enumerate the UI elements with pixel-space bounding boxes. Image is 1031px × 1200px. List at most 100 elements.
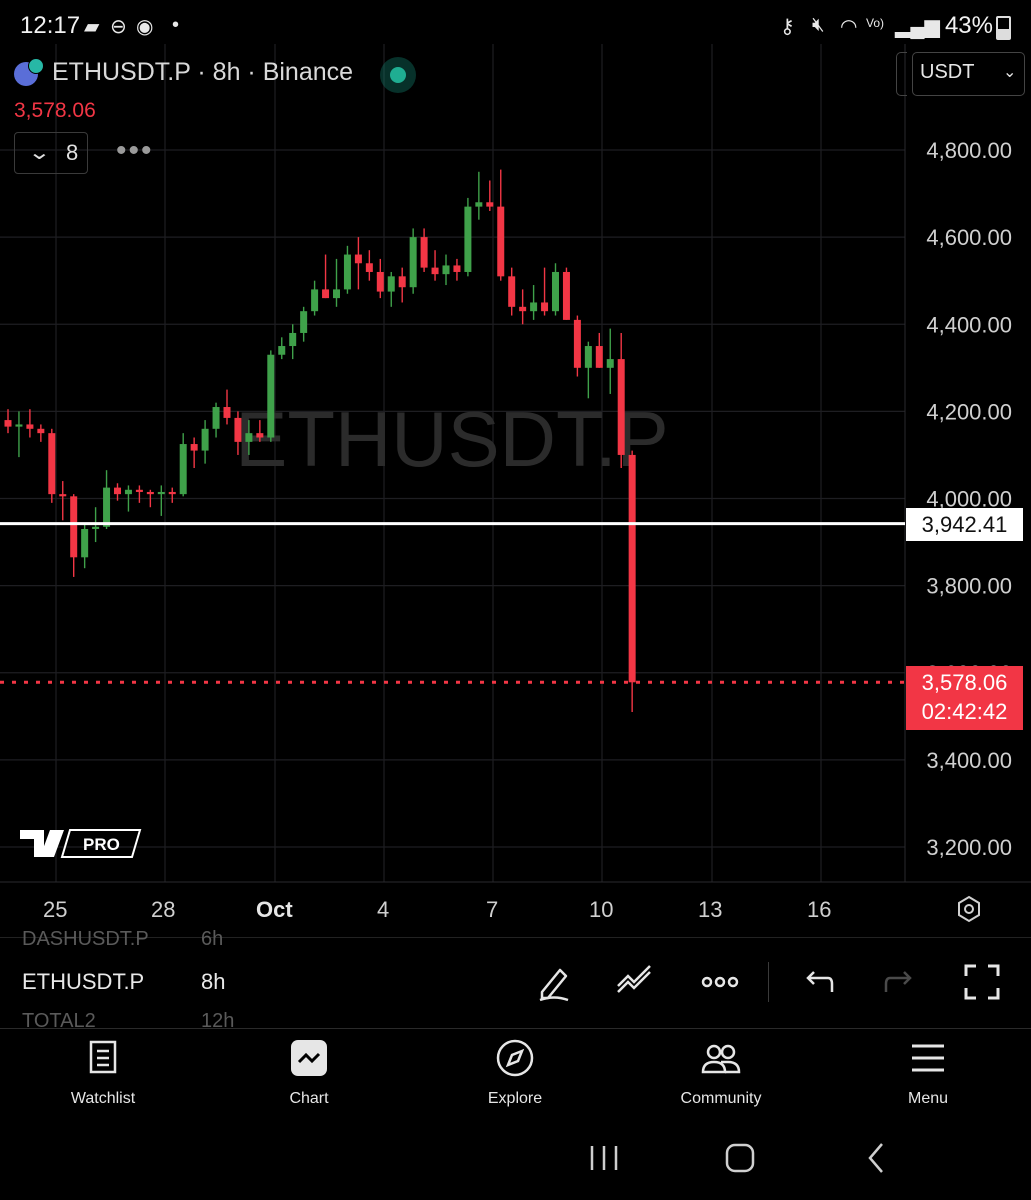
back-icon[interactable] <box>856 1140 896 1176</box>
currency-select[interactable] <box>912 52 1025 96</box>
nav-watchlist[interactable]: Watchlist <box>23 1036 183 1116</box>
candle-up <box>245 433 253 442</box>
price-tick-label: 4,600.00 <box>926 225 1012 250</box>
indicator-count: 8 <box>66 140 79 165</box>
price-tick-label: 4,200.00 <box>926 399 1012 424</box>
candle-up <box>387 276 395 292</box>
candle-up <box>81 528 89 558</box>
undo-icon[interactable] <box>798 962 838 1002</box>
candle-down <box>256 433 264 438</box>
candle-down <box>190 444 198 451</box>
nav-label: Menu <box>907 1090 949 1107</box>
price-chart[interactable]: ETHUSDT.P3,200.003,400.003,600.003,800.0… <box>0 44 1031 934</box>
trend-tool-icon[interactable] <box>614 962 654 1002</box>
price-tick-label: 4,000.00 <box>926 487 1012 512</box>
nav-menu[interactable]: Menu <box>848 1036 1008 1116</box>
candle-up <box>201 428 209 451</box>
nav-label: Chart <box>289 1090 329 1107</box>
nav-community[interactable]: Community <box>641 1036 801 1116</box>
candle-up <box>606 359 614 368</box>
compass-icon <box>496 1039 534 1077</box>
candle-up <box>289 332 297 347</box>
time-tick-label: 25 <box>43 897 68 922</box>
home-icon[interactable] <box>720 1140 760 1176</box>
candle-down <box>573 319 581 368</box>
candle-down <box>59 494 67 497</box>
indicators-toggle[interactable] <box>14 132 88 174</box>
candle-up <box>92 526 100 529</box>
chart-settings-icon[interactable] <box>955 895 983 923</box>
candle-up <box>300 311 308 333</box>
more-dots-icon[interactable]: ••• <box>116 134 154 167</box>
status-time: 12:17 <box>20 12 81 39</box>
fullscreen-icon[interactable] <box>962 962 1002 1002</box>
pro-badge-text: PRO <box>83 835 120 854</box>
candle-down <box>617 359 625 455</box>
nav-label: Community <box>680 1090 762 1107</box>
candle-down <box>48 433 56 495</box>
more-notifications-icon: • <box>172 14 180 36</box>
wifi-icon: ◠ <box>840 16 858 38</box>
candle-up <box>15 424 23 427</box>
app-notification-icon: ▰ <box>84 16 100 38</box>
candle-up <box>530 302 538 312</box>
community-icon <box>701 1044 741 1074</box>
candle-up <box>442 265 450 275</box>
nav-explore[interactable]: Explore <box>435 1036 595 1116</box>
price-tick-label: 4,400.00 <box>926 312 1012 337</box>
scale-tab[interactable] <box>896 52 907 96</box>
candle-down <box>168 491 176 495</box>
mute-icon: 🔇︎ <box>812 14 825 36</box>
key-icon: ⚷ <box>780 16 795 38</box>
bar-countdown: 02:42:42 <box>921 699 1008 724</box>
watchlist-prev-symbol[interactable]: DASHUSDT.P <box>22 928 149 950</box>
candle-down <box>431 267 439 275</box>
time-tick-label: 4 <box>377 897 390 922</box>
price-tick-label: 3,400.00 <box>926 748 1012 773</box>
watermark-text: ETHUSDT.P <box>235 395 668 483</box>
battery-icon <box>996 16 1011 40</box>
battery-percent: 43% <box>944 12 993 39</box>
pencil-icon[interactable] <box>534 962 574 1002</box>
candle-up <box>584 346 592 368</box>
candle-up <box>179 444 187 495</box>
current-price-tag: 3,578.06 02:42:42 <box>906 666 1023 730</box>
candle-down <box>26 424 34 429</box>
redo-icon[interactable] <box>880 962 920 1002</box>
candle-up <box>409 237 417 288</box>
symbol-title[interactable]: ETHUSDT.P · 8h · Binance <box>52 58 354 86</box>
candle-down <box>519 306 527 312</box>
perpetual-badge-icon <box>28 58 44 74</box>
horizontal-line-price-tag[interactable]: 3,942.41 <box>906 508 1023 541</box>
active-interval[interactable]: 8h <box>201 969 226 994</box>
candle-down <box>70 496 78 558</box>
candle-down <box>595 346 603 368</box>
candle-down <box>541 302 549 312</box>
candle-down <box>628 454 636 683</box>
current-price-value: 3,578.06 <box>921 670 1008 695</box>
nav-label: Explore <box>487 1090 543 1107</box>
more-icon[interactable] <box>700 962 740 1002</box>
chart-icon <box>291 1040 327 1076</box>
recent-apps-icon[interactable] <box>584 1140 624 1176</box>
chevron-down-icon: ⌄ <box>1003 64 1017 81</box>
price-tick-label: 3,200.00 <box>926 835 1012 860</box>
watchlist-icon <box>89 1040 117 1074</box>
candle-down <box>562 271 570 320</box>
legend-last-price: 3,578.06 <box>14 99 96 122</box>
active-symbol[interactable]: ETHUSDT.P <box>22 969 145 994</box>
candle-down <box>486 202 494 207</box>
watchlist-next-symbol[interactable]: TOTAL2 <box>22 1010 96 1032</box>
candle-down <box>508 276 516 307</box>
volte-icon: Vo) <box>866 16 885 30</box>
candle-down <box>223 407 231 418</box>
candle-down <box>146 491 154 495</box>
discord-icon: ◉ <box>136 16 154 38</box>
candle-down <box>354 254 362 264</box>
status-bar: 12:17 ▰ ⊖ ◉ • ⚷ 🔇︎ ◠ Vo) ▂▄▆ 43% <box>0 0 1031 52</box>
dnd-icon: ⊖ <box>110 16 127 38</box>
time-tick-label: 10 <box>589 897 614 922</box>
nav-chart[interactable]: Chart <box>229 1036 389 1116</box>
candle-up <box>333 289 340 299</box>
nav-label: Watchlist <box>70 1090 136 1107</box>
